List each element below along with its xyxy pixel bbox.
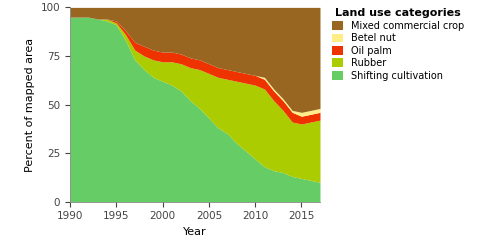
Y-axis label: Percent of mapped area: Percent of mapped area [25, 37, 35, 172]
Legend: Mixed commercial crop, Betel nut, Oil palm, Rubber, Shifting cultivation: Mixed commercial crop, Betel nut, Oil pa… [330, 6, 466, 82]
X-axis label: Year: Year [183, 227, 207, 237]
